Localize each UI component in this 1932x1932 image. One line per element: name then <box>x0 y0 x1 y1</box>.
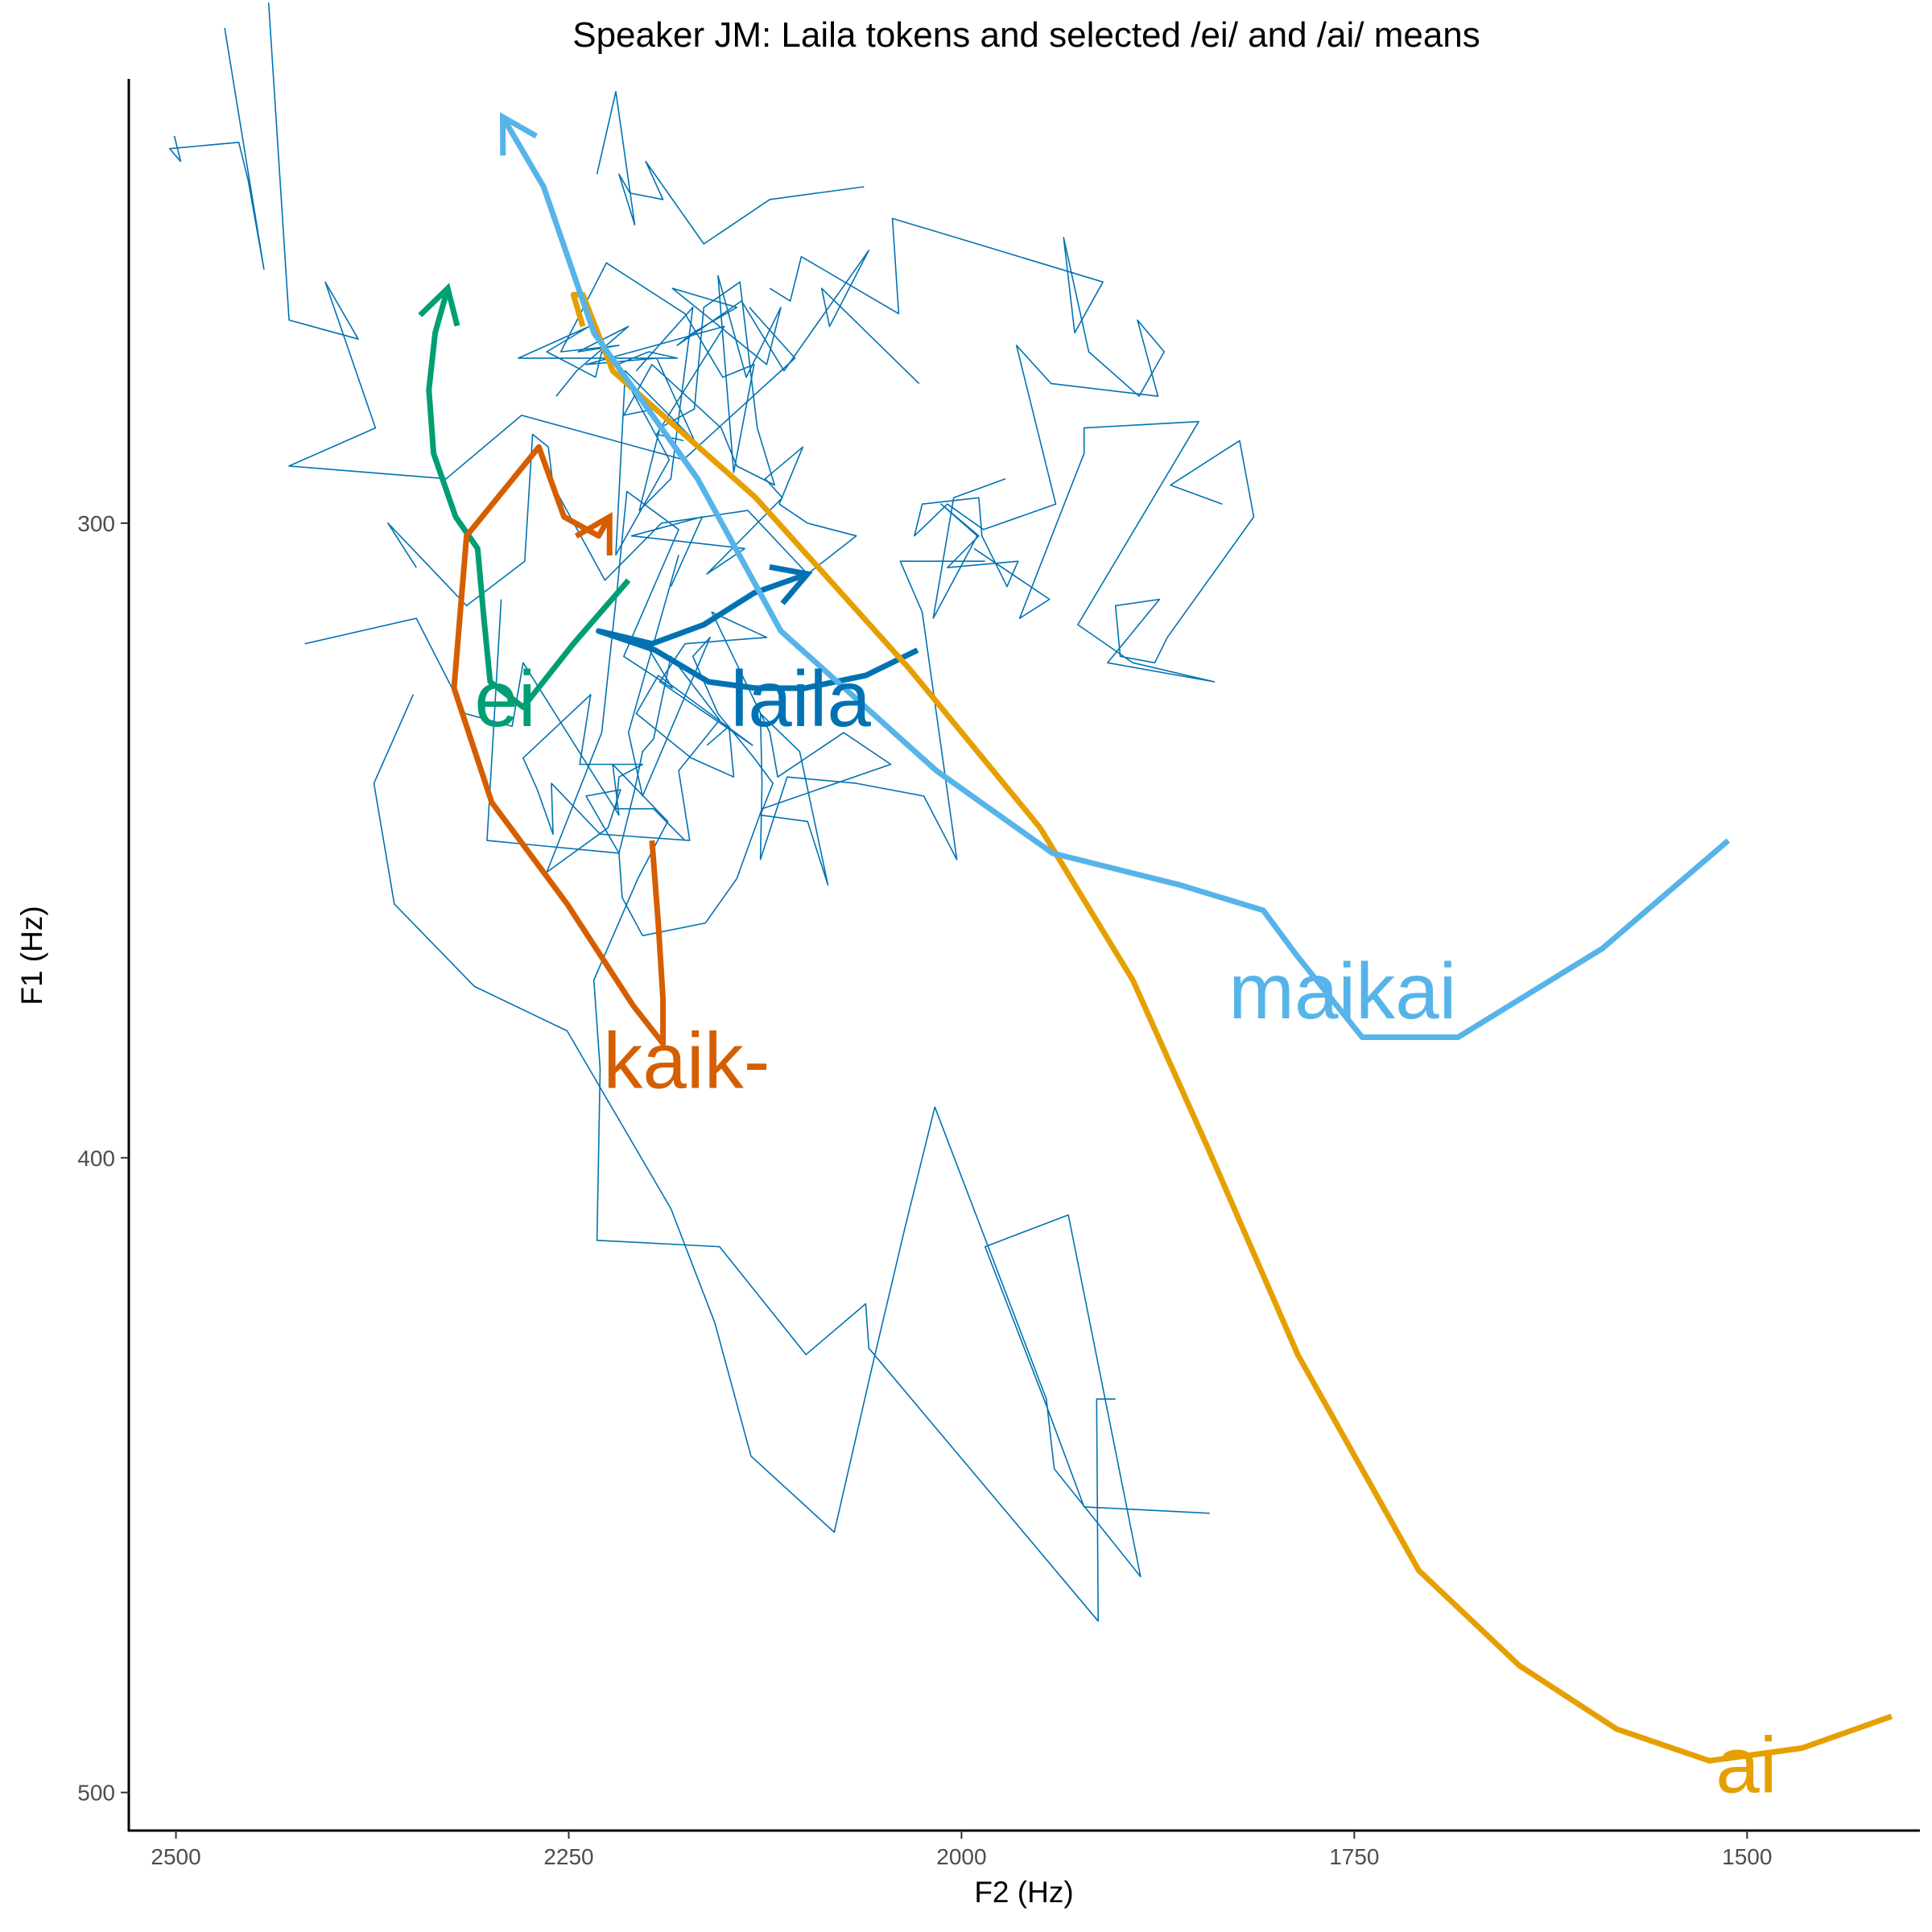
x-axis-title: F2 (Hz) <box>974 1876 1073 1909</box>
token-trajectory-4 <box>555 250 920 473</box>
token-trajectories <box>168 2 1255 1622</box>
x-tick-label: 1750 <box>1329 1844 1379 1869</box>
token-trajectory-10 <box>486 490 679 873</box>
series-labels: ei laila kaik-ai maikai <box>474 654 1777 1810</box>
x-tick-label: 2250 <box>543 1844 593 1869</box>
token-trajectory-7 <box>387 433 857 607</box>
series-arrowhead-laila <box>769 564 813 605</box>
series-line-laila <box>596 571 919 691</box>
series-label-ei: ei <box>474 654 535 743</box>
y-tick-label: 400 <box>77 1146 115 1170</box>
token-trajectory-8 <box>973 420 1255 683</box>
series-line-kaik <box>451 444 667 1046</box>
series-label-kaik: kaik- <box>603 1017 770 1105</box>
series-line-ei <box>426 287 631 710</box>
y-axis-title: F1 (Hz) <box>15 906 48 1005</box>
token-trajectory-12 <box>373 694 1210 1578</box>
x-tick-label: 2000 <box>936 1844 986 1869</box>
token-trajectory-11 <box>627 555 985 886</box>
x-tick-label: 1500 <box>1722 1844 1772 1869</box>
series-label-ai: ai <box>1715 1721 1777 1810</box>
series-arrowhead-ei <box>418 283 460 327</box>
x-tick-label: 2500 <box>151 1844 200 1869</box>
y-axis-ticks: 300 400 500 <box>77 511 129 1806</box>
x-axis-ticks: 2500 2250 2000 1750 1500 <box>151 1831 1772 1869</box>
series-label-laila: laila <box>731 654 872 743</box>
y-tick-label: 300 <box>77 511 115 536</box>
series-arrowhead-maikai <box>499 112 538 156</box>
token-trajectory-1 <box>168 27 265 270</box>
mean-trajectories <box>418 112 1893 1764</box>
plot-area: ei laila kaik-ai maikai <box>168 2 1893 1810</box>
token-trajectory-6 <box>769 217 1165 619</box>
token-trajectory-9 <box>522 611 892 937</box>
token-trajectory-13 <box>304 617 1116 1622</box>
token-trajectory-2 <box>267 2 796 480</box>
series-line-ai <box>570 291 1893 1764</box>
series-label-maikai: maikai <box>1228 947 1456 1035</box>
series-arrowhead-kaik <box>574 511 613 556</box>
token-trajectory-3 <box>596 91 865 245</box>
series-line-maikai <box>500 115 1731 1040</box>
y-tick-label: 500 <box>77 1781 115 1806</box>
token-trajectory-5 <box>518 281 776 556</box>
chart-title: Speaker JM: Laila tokens and selected /e… <box>572 15 1480 55</box>
